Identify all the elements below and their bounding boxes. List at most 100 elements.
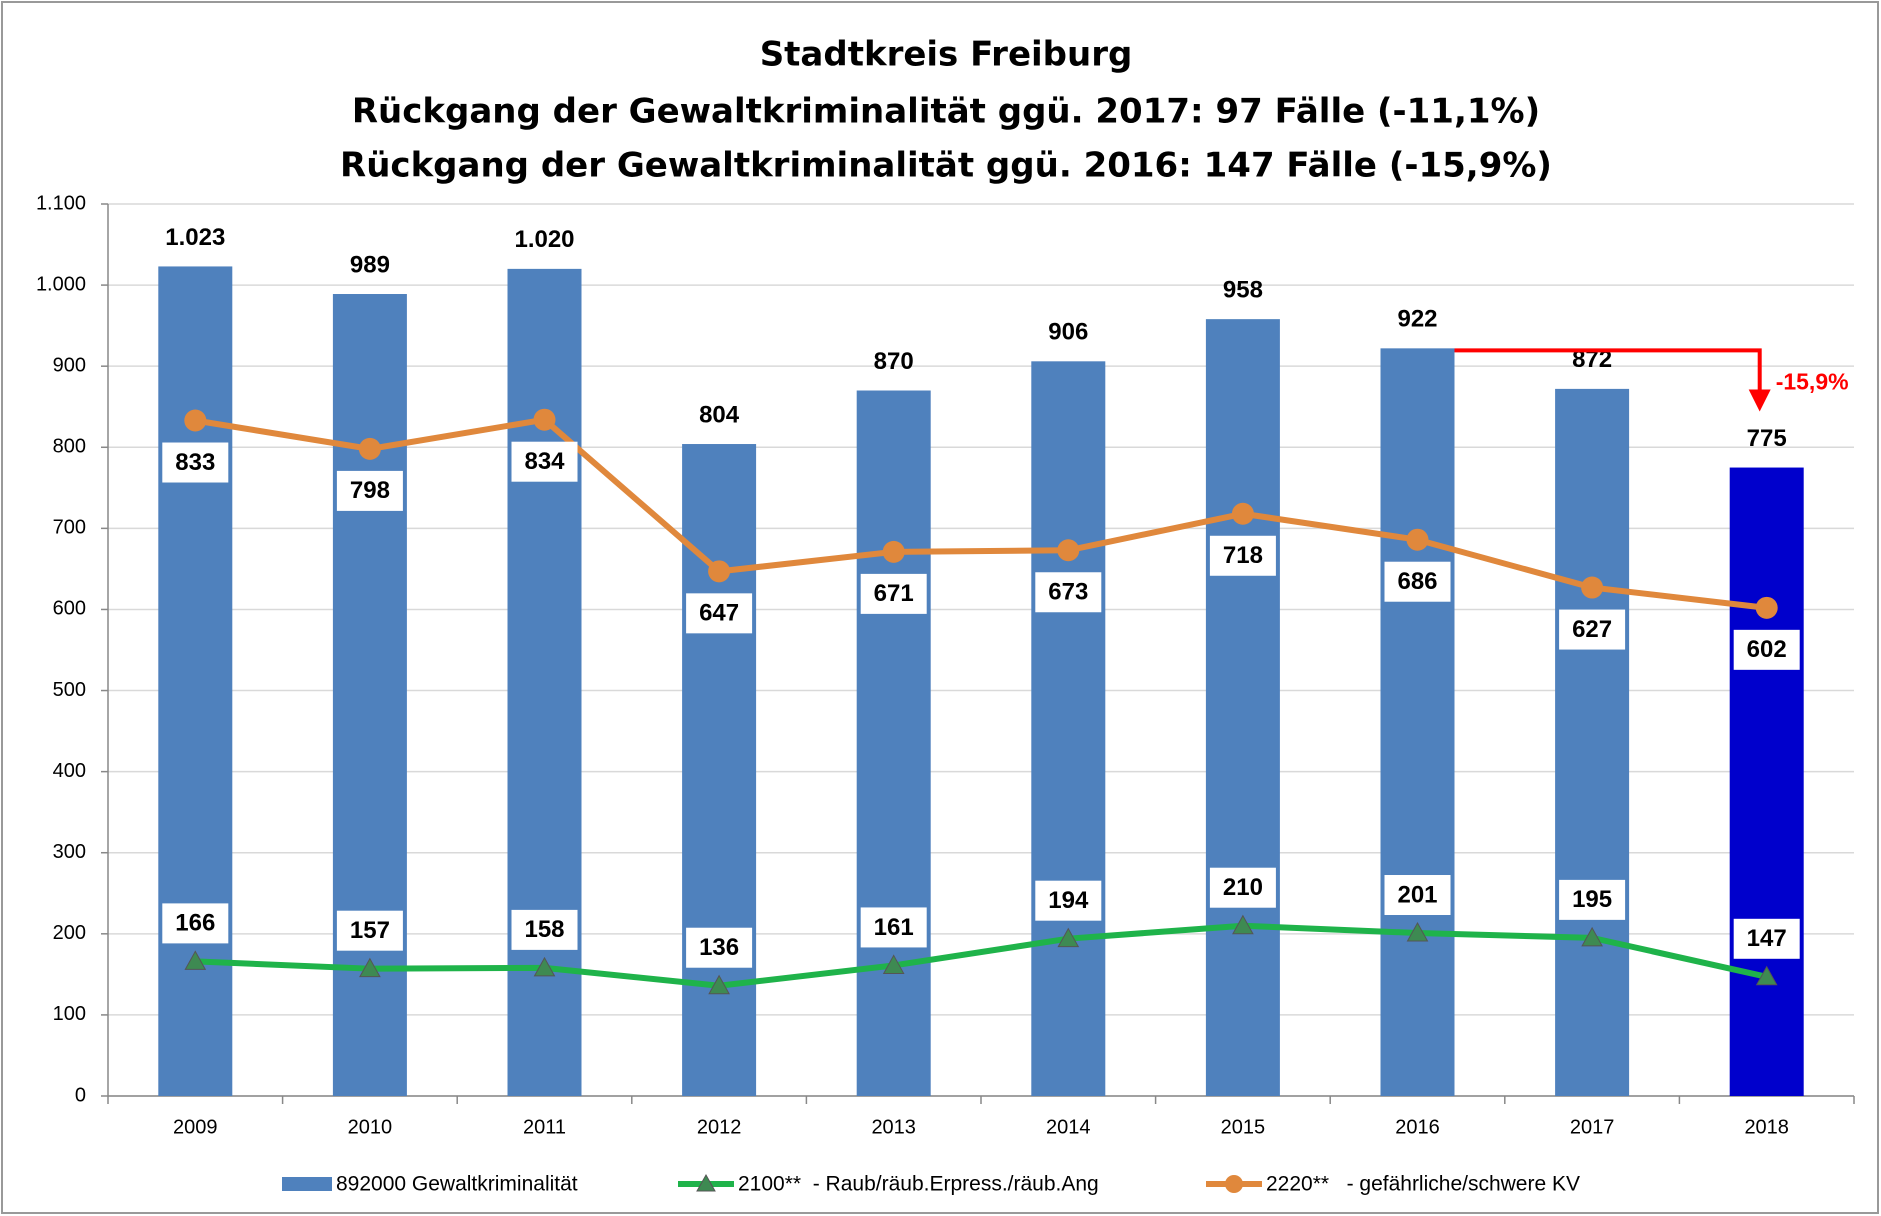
data-label: 671: [874, 580, 914, 607]
y-tick-label: 500: [53, 679, 86, 701]
marker: [1057, 927, 1080, 948]
data-label: 166: [175, 910, 215, 937]
data-label-box: [162, 903, 229, 944]
data-label-box: [511, 909, 578, 950]
marker: [1581, 926, 1603, 947]
data-label: 157: [350, 917, 390, 944]
data-label: 718: [1223, 542, 1263, 569]
data-label-box: [860, 907, 927, 948]
arrow-head: [1748, 389, 1771, 412]
x-tick-label: 2014: [1046, 1116, 1091, 1138]
legend-label: 2220** - gefährliche/schwere KV: [1266, 1173, 1580, 1196]
y-tick-label: 200: [53, 922, 86, 944]
bar: [1380, 348, 1455, 1097]
data-label: 161: [874, 914, 914, 941]
y-tick-label: 600: [53, 598, 86, 620]
x-tick-label: 2018: [1744, 1116, 1789, 1138]
data-label-box: [336, 910, 403, 951]
data-label: 210: [1223, 874, 1263, 901]
y-tick-label: 900: [53, 354, 86, 376]
data-label-box: [1733, 629, 1800, 670]
data-label: 136: [699, 934, 739, 961]
legend-label: 2100** - Raub/räub.Erpress./räub.Ang: [738, 1173, 1099, 1196]
marker: [1755, 965, 1778, 986]
line: [194, 416, 1768, 611]
data-label: 194: [1048, 887, 1089, 914]
marker: [1406, 528, 1429, 551]
marker: [1581, 576, 1604, 599]
legend-marker: [696, 1173, 716, 1192]
data-label: 989: [350, 251, 390, 278]
data-label: 686: [1397, 568, 1437, 595]
y-tick-label: 700: [53, 517, 86, 539]
marker: [882, 954, 905, 974]
data-label: 602: [1747, 636, 1787, 663]
y-tick-label: 1.100: [36, 192, 86, 214]
marker: [184, 950, 207, 970]
marker: [708, 974, 730, 995]
data-label: 647: [699, 600, 739, 627]
data-label-box: [1035, 572, 1102, 613]
y-tick-label: 300: [53, 841, 86, 863]
data-label-box: [860, 573, 927, 614]
legend-label: 892000 Gewaltkriminalität: [336, 1173, 578, 1196]
data-label: 833: [175, 449, 215, 476]
y-tick-label: 1.000: [36, 273, 86, 295]
marker: [533, 408, 556, 431]
data-label-box: [511, 441, 578, 482]
data-label: 195: [1572, 886, 1612, 913]
annotation: -15,9%: [1776, 368, 1849, 394]
marker: [882, 540, 905, 563]
bar: [1729, 467, 1804, 1097]
x-tick-label: 2009: [173, 1116, 218, 1138]
x-tick-label: 2015: [1221, 1116, 1266, 1138]
data-label: 775: [1747, 425, 1787, 452]
y-tick-label: 100: [53, 1003, 86, 1025]
data-label-box: [1559, 609, 1626, 650]
data-label: 158: [524, 916, 564, 943]
data-label: 798: [350, 477, 390, 504]
data-label: 627: [1572, 616, 1612, 643]
marker: [1406, 921, 1429, 942]
chart-title: Rückgang der Gewaltkriminalität ggü. 201…: [352, 92, 1540, 132]
marker: [1232, 914, 1254, 935]
data-label: 870: [874, 348, 914, 375]
data-label-box: [336, 470, 403, 511]
marker: [1231, 502, 1254, 525]
legend-marker: [1225, 1175, 1243, 1193]
bar: [158, 266, 233, 1096]
marker: [184, 409, 207, 432]
data-label: 673: [1048, 579, 1088, 606]
data-label: 147: [1747, 925, 1787, 952]
y-tick-label: 800: [53, 436, 86, 458]
data-label-box: [686, 927, 753, 968]
bar: [856, 390, 931, 1096]
arrow: [1454, 348, 1762, 394]
data-label-box: [1733, 918, 1800, 959]
data-label-box: [162, 442, 229, 483]
marker: [358, 437, 381, 460]
data-label-box: [1035, 880, 1102, 921]
data-label-box: [1209, 535, 1276, 576]
bar: [1031, 361, 1106, 1096]
line: [195, 922, 1768, 989]
x-tick-label: 2013: [871, 1116, 916, 1138]
data-label: 804: [699, 401, 740, 428]
marker: [1755, 596, 1778, 619]
data-label-box: [686, 593, 753, 634]
y-tick-label: 0: [75, 1084, 86, 1106]
bar: [1205, 319, 1280, 1097]
data-label-box: [1559, 879, 1626, 920]
legend-swatch: [282, 1177, 332, 1191]
x-tick-label: 2012: [697, 1116, 742, 1138]
marker: [359, 957, 381, 978]
x-tick-label: 2011: [523, 1116, 566, 1138]
x-tick-label: 2016: [1395, 1116, 1440, 1138]
data-label: 922: [1397, 306, 1437, 333]
marker: [533, 956, 556, 977]
marker: [708, 560, 731, 583]
data-label: 1.023: [165, 224, 225, 251]
chart-title: Rückgang der Gewaltkriminalität ggü. 201…: [340, 146, 1552, 186]
marker: [1057, 539, 1080, 562]
